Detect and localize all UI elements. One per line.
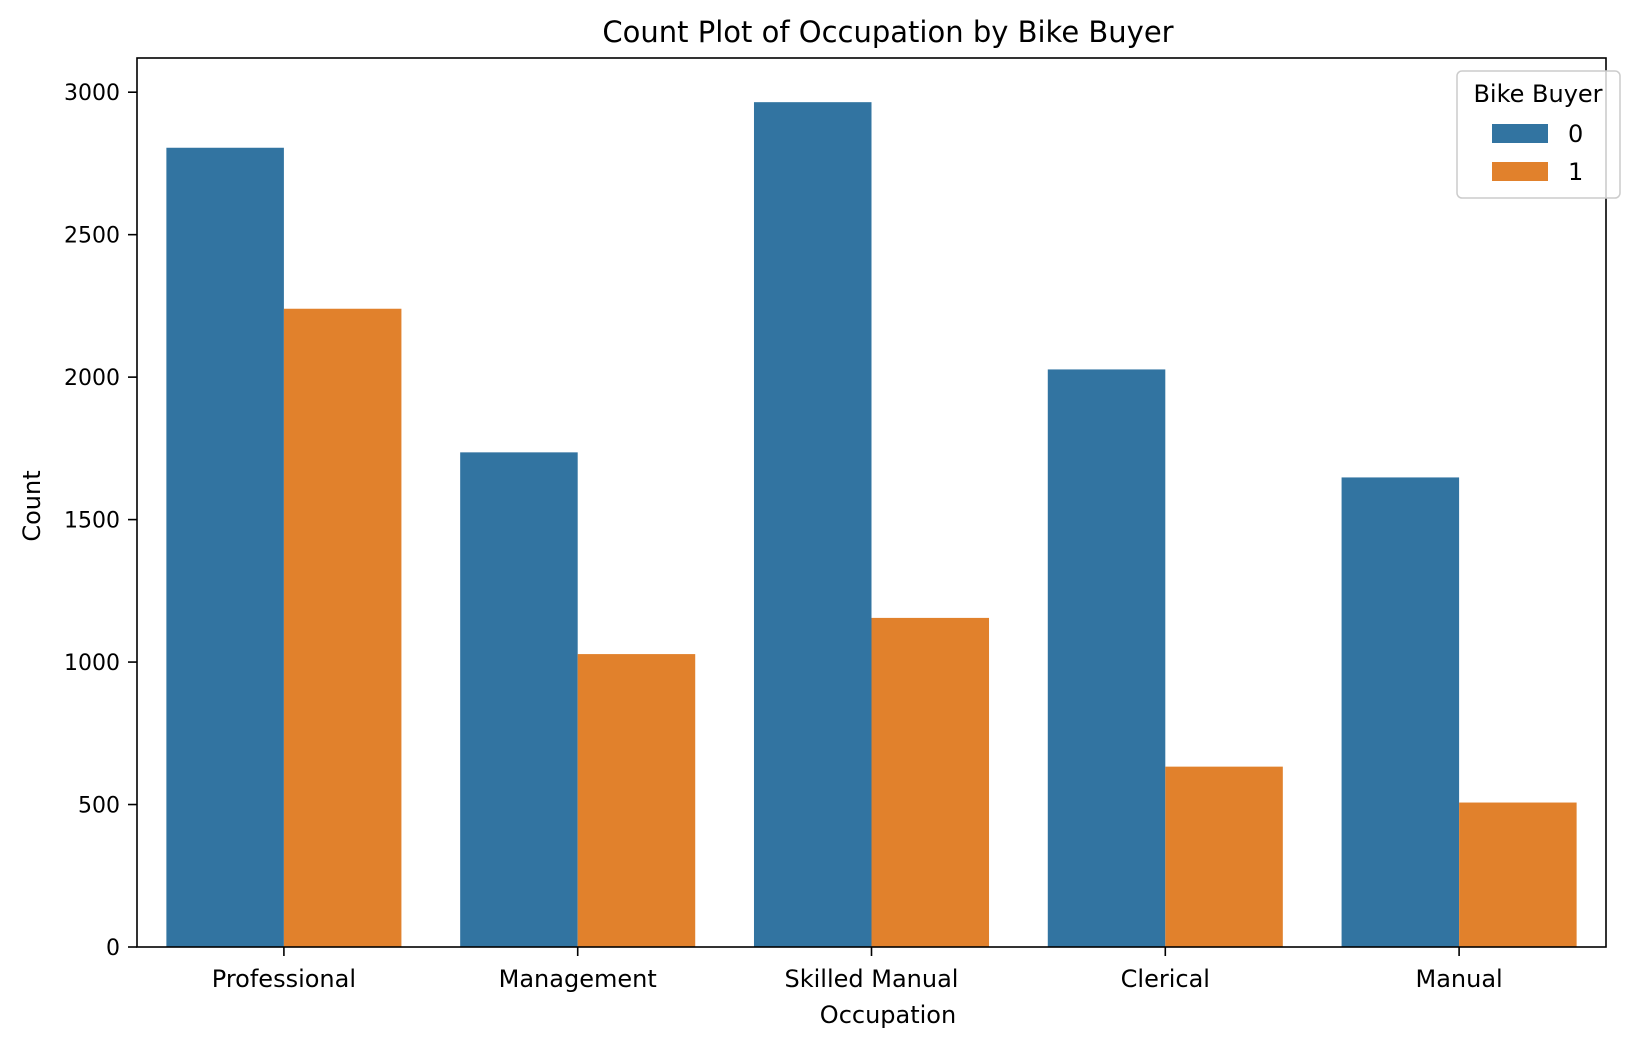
legend-label-1: 1 xyxy=(1568,158,1583,186)
bar-professional-series-1 xyxy=(283,308,402,947)
bar-skilled-manual-series-1 xyxy=(871,617,990,947)
y-tick-label: 500 xyxy=(78,794,120,819)
bar-professional-series-0 xyxy=(166,147,284,947)
bar-skilled-manual-series-0 xyxy=(753,102,872,948)
legend-swatch-0 xyxy=(1492,124,1548,143)
chart-title: Count Plot of Occupation by Bike Buyer xyxy=(602,15,1173,49)
x-tick-label: Management xyxy=(499,965,657,993)
x-tick-label: Skilled Manual xyxy=(785,965,959,993)
plot-frame xyxy=(136,57,1607,948)
y-tick-label: 2000 xyxy=(64,366,120,391)
legend: Bike Buyer 0 1 xyxy=(1456,70,1621,199)
y-tick-label: 0 xyxy=(106,936,120,961)
x-tick-label: Professional xyxy=(212,965,356,993)
legend-label-0: 0 xyxy=(1568,120,1583,148)
y-tick-label: 2500 xyxy=(64,224,120,249)
y-tick-label: 1500 xyxy=(64,509,120,534)
plot-area: 0 500 1000 1500 2000 2500 3000 Professional Mana… xyxy=(64,81,1577,993)
y-tick-label: 3000 xyxy=(64,81,120,106)
y-tick-label: 1000 xyxy=(64,651,120,676)
legend-title: Bike Buyer xyxy=(1473,80,1602,108)
y-axis-label: Count xyxy=(18,470,46,541)
legend-swatch-1 xyxy=(1492,162,1548,181)
bar-clerical-series-1 xyxy=(1165,766,1283,947)
bar-management-series-0 xyxy=(460,452,578,947)
x-axis-label: Occupation xyxy=(820,1001,956,1029)
x-tick-label: Manual xyxy=(1415,965,1502,993)
bar-management-series-1 xyxy=(577,654,696,947)
bar-manual-series-1 xyxy=(1459,802,1577,947)
bar-manual-series-0 xyxy=(1341,477,1460,947)
x-tick-label: Clerical xyxy=(1121,965,1210,993)
bar-clerical-series-0 xyxy=(1047,369,1166,947)
